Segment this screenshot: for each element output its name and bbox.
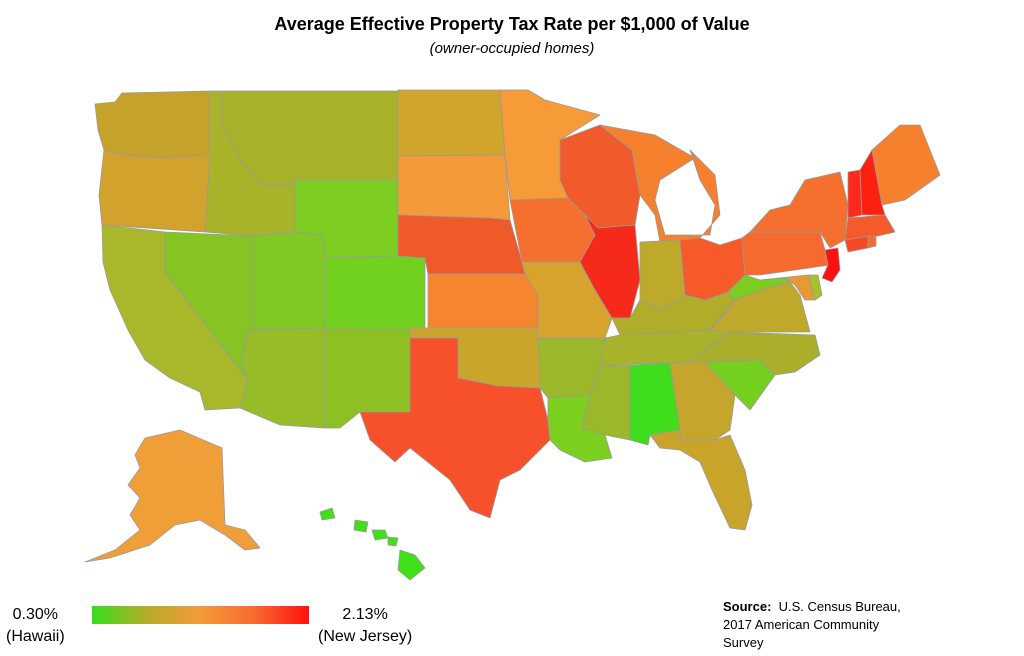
state-rhode-island bbox=[867, 235, 877, 249]
legend-min-label: (Hawaii) bbox=[6, 628, 65, 645]
state-pennsylvania bbox=[741, 231, 831, 276]
state-hawaii bbox=[319, 507, 426, 581]
state-utah bbox=[251, 231, 326, 331]
state-michigan bbox=[599, 124, 721, 243]
state-north-carolina bbox=[689, 331, 821, 376]
state-texas bbox=[359, 337, 551, 519]
state-florida bbox=[649, 429, 753, 531]
state-kansas bbox=[427, 273, 541, 329]
source-label: Source: bbox=[723, 599, 772, 614]
legend-min-value: 0.30% bbox=[12, 606, 59, 623]
state-new-hampshire bbox=[859, 149, 886, 216]
state-arizona bbox=[239, 327, 326, 429]
map-subtitle: (owner-occupied homes) bbox=[429, 40, 595, 57]
state-new-york bbox=[749, 171, 849, 249]
legend-color-gradient bbox=[92, 606, 309, 624]
legend-min-block: 0.30% (Hawaii) bbox=[6, 604, 65, 648]
state-delaware bbox=[807, 274, 823, 301]
state-south-dakota bbox=[397, 154, 511, 221]
map-title: Average Effective Property Tax Rate per … bbox=[274, 14, 750, 34]
source-line-3: Survey bbox=[723, 635, 764, 650]
legend-max-value: 2.13% bbox=[342, 606, 388, 623]
state-alaska bbox=[84, 429, 261, 563]
state-vermont bbox=[847, 169, 863, 219]
source-note: Source: U.S. Census Bureau, 2017 America… bbox=[723, 598, 923, 652]
state-north-dakota bbox=[397, 89, 506, 157]
state-new-jersey bbox=[821, 247, 841, 283]
legend-max-block: 2.13% (New Jersey) bbox=[318, 604, 412, 648]
state-washington bbox=[94, 90, 211, 159]
state-west-virginia bbox=[709, 274, 791, 331]
source-line-2: 2017 American Community bbox=[723, 617, 880, 632]
state-oregon bbox=[98, 149, 211, 233]
state-colorado bbox=[324, 255, 426, 331]
state-maine bbox=[871, 124, 941, 206]
source-line-1: U.S. Census Bureau, bbox=[778, 599, 901, 614]
legend-max-label: (New Jersey) bbox=[318, 628, 413, 645]
state-massachusetts bbox=[844, 214, 896, 241]
